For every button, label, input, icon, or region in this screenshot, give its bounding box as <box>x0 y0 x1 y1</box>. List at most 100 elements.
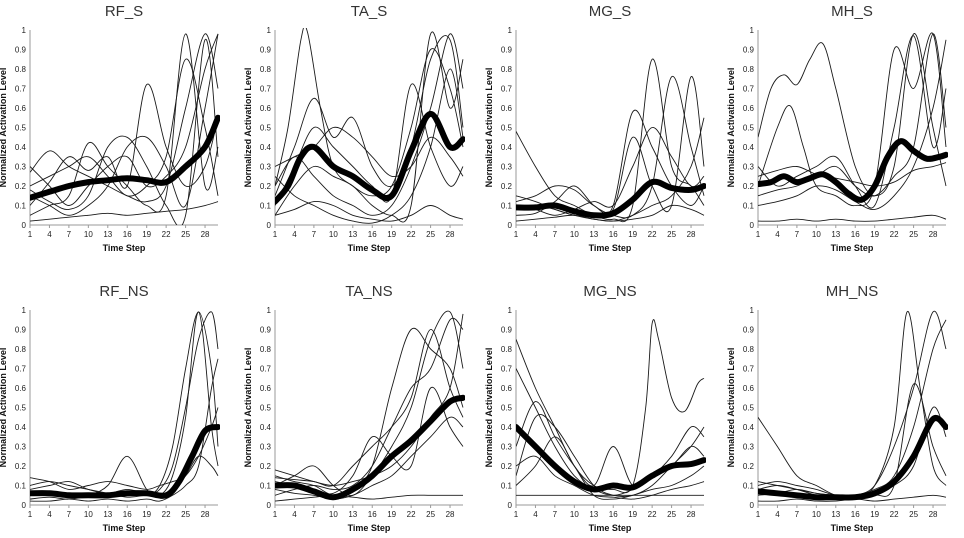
y-tick-label: 0.3 <box>743 443 755 452</box>
y-tick-label: 0.5 <box>260 124 272 133</box>
mean-line <box>30 114 220 201</box>
x-tick-label: 4 <box>47 510 52 519</box>
x-tick-label: 7 <box>67 510 72 519</box>
x-tick-label: 4 <box>775 510 780 519</box>
y-tick-label: 0.3 <box>501 443 513 452</box>
series-line-trial-7 <box>516 127 705 216</box>
y-axis-label: Normalized Activation Level <box>0 68 8 188</box>
x-tick-label: 19 <box>387 510 396 519</box>
x-tick-label: 10 <box>570 230 579 239</box>
x-tick-label: 4 <box>533 510 538 519</box>
y-tick-label: 0.9 <box>501 326 513 335</box>
y-tick-label: 0.8 <box>501 345 513 354</box>
x-tick-label: 22 <box>162 230 171 239</box>
panel-ta-s: TA_S 0 0.1 0.2 0.3 0.4 0.5 0.6 0.7 0.8 0.9 1 1 4 7 10 13… <box>243 3 465 253</box>
y-tick-label: 0.6 <box>260 384 272 393</box>
y-axis-label: Normalized Activation Level <box>726 348 736 468</box>
series-line-trial-1 <box>758 33 947 197</box>
series-line-trial-1 <box>275 28 464 197</box>
y-axis-label: Normalized Activation Level <box>243 348 253 468</box>
x-tick-label: 13 <box>831 230 840 239</box>
x-tick-label: 16 <box>123 510 132 519</box>
x-tick-label: 13 <box>831 510 840 519</box>
x-axis-label: Time Step <box>589 523 632 533</box>
y-tick-label: 0.1 <box>15 202 27 211</box>
mean-line <box>516 424 706 493</box>
series-line-trial-7 <box>275 494 463 502</box>
series-line-trial-3 <box>30 33 219 216</box>
x-tick-label: 10 <box>812 230 821 239</box>
y-tick-label: 0.5 <box>501 124 513 133</box>
x-tick-label: 7 <box>553 510 558 519</box>
x-tick-label: 13 <box>103 510 112 519</box>
x-tick-label: 10 <box>329 230 338 239</box>
y-tick-label: 0.6 <box>501 384 513 393</box>
x-tick-label: 25 <box>909 510 918 519</box>
y-tick-label: 0.6 <box>501 104 513 113</box>
y-tick-label: 0.4 <box>743 143 755 152</box>
y-tick-label: 0.5 <box>15 124 27 133</box>
x-tick-label: 19 <box>870 230 879 239</box>
x-tick-label: 4 <box>47 230 52 239</box>
y-tick-label: 0.2 <box>260 462 272 471</box>
panel-title: MH_NS <box>826 283 879 300</box>
x-tick-label: 22 <box>648 510 657 519</box>
x-tick-label: 22 <box>890 510 899 519</box>
x-tick-label: 28 <box>687 230 696 239</box>
series-line-trial-6 <box>30 33 219 216</box>
y-tick-label: 0.1 <box>501 482 513 491</box>
series-line-trial-8 <box>275 329 464 487</box>
y-tick-label: 1 <box>750 26 755 35</box>
x-axis-label: Time Step <box>589 243 632 253</box>
x-tick-label: 28 <box>929 510 938 519</box>
y-tick-label: 0.2 <box>260 182 272 191</box>
panel-mh-ns: MH_NS 0 0.1 0.2 0.3 0.4 0.5 0.6 0.7 0.8 0.9 1 1 4 7 10 1… <box>726 283 948 533</box>
series-line-trial-1 <box>758 311 947 497</box>
series-line-trial-2 <box>758 32 947 207</box>
y-tick-label: 0.3 <box>260 163 272 172</box>
panel-mg-ns: MG_NS 0 0.1 0.2 0.3 0.4 0.5 0.6 0.7 0.8 0.9 1 1 4 7 10 1… <box>484 283 706 533</box>
y-axis-label: Normalized Activation Level <box>0 348 8 468</box>
y-tick-label: 0.7 <box>15 85 27 94</box>
x-tick-label: 7 <box>312 510 317 519</box>
x-tick-label: 1 <box>756 230 761 239</box>
panel-ta-ns: TA_NS 0 0.1 0.2 0.3 0.4 0.5 0.6 0.7 0.8 0.9 1 1 4 7 10 1… <box>243 283 465 533</box>
x-tick-label: 4 <box>775 230 780 239</box>
y-tick-label: 0.5 <box>743 404 755 413</box>
y-tick-label: 0 <box>22 501 27 510</box>
y-tick-label: 0.9 <box>260 46 272 55</box>
y-tick-label: 0.4 <box>260 423 272 432</box>
y-tick-label: 0.4 <box>15 423 27 432</box>
y-tick-label: 0.2 <box>15 462 27 471</box>
x-tick-label: 25 <box>181 230 190 239</box>
panel-title: RF_S <box>105 3 143 20</box>
y-tick-label: 0 <box>508 501 513 510</box>
panel-rf-s: RF_S 0 0.1 0.2 0.3 0.4 0.5 0.6 0.7 0.8 0.9 1 1 4 7 10 13… <box>0 3 220 253</box>
y-tick-label: 0.1 <box>501 202 513 211</box>
y-tick-label: 0.8 <box>743 345 755 354</box>
y-tick-label: 0.8 <box>260 65 272 74</box>
y-tick-label: 0.5 <box>501 404 513 413</box>
mean-line <box>275 110 465 205</box>
x-tick-label: 1 <box>273 510 278 519</box>
y-tick-label: 0 <box>750 221 755 230</box>
series-line-trial-8 <box>275 201 464 222</box>
x-tick-label: 10 <box>84 510 93 519</box>
x-tick-label: 13 <box>348 510 357 519</box>
y-tick-label: 0.2 <box>501 182 513 191</box>
y-tick-label: 1 <box>22 306 27 315</box>
x-axis-label: Time Step <box>348 243 391 253</box>
y-tick-label: 0.3 <box>15 443 27 452</box>
y-axis-label: Normalized Activation Level <box>243 68 253 188</box>
y-tick-label: 0.3 <box>743 163 755 172</box>
x-tick-label: 19 <box>870 510 879 519</box>
mean-line <box>758 415 948 501</box>
y-tick-label: 0.7 <box>501 85 513 94</box>
y-tick-label: 0.2 <box>743 462 755 471</box>
x-tick-label: 28 <box>446 510 455 519</box>
y-tick-label: 1 <box>267 26 272 35</box>
x-tick-label: 28 <box>201 230 210 239</box>
x-tick-label: 4 <box>292 510 297 519</box>
panel-rf-ns: RF_NS 0 0.1 0.2 0.3 0.4 0.5 0.6 0.7 0.8 0.9 1 1 4 7 10 1… <box>0 283 220 533</box>
y-tick-label: 0.7 <box>743 85 755 94</box>
